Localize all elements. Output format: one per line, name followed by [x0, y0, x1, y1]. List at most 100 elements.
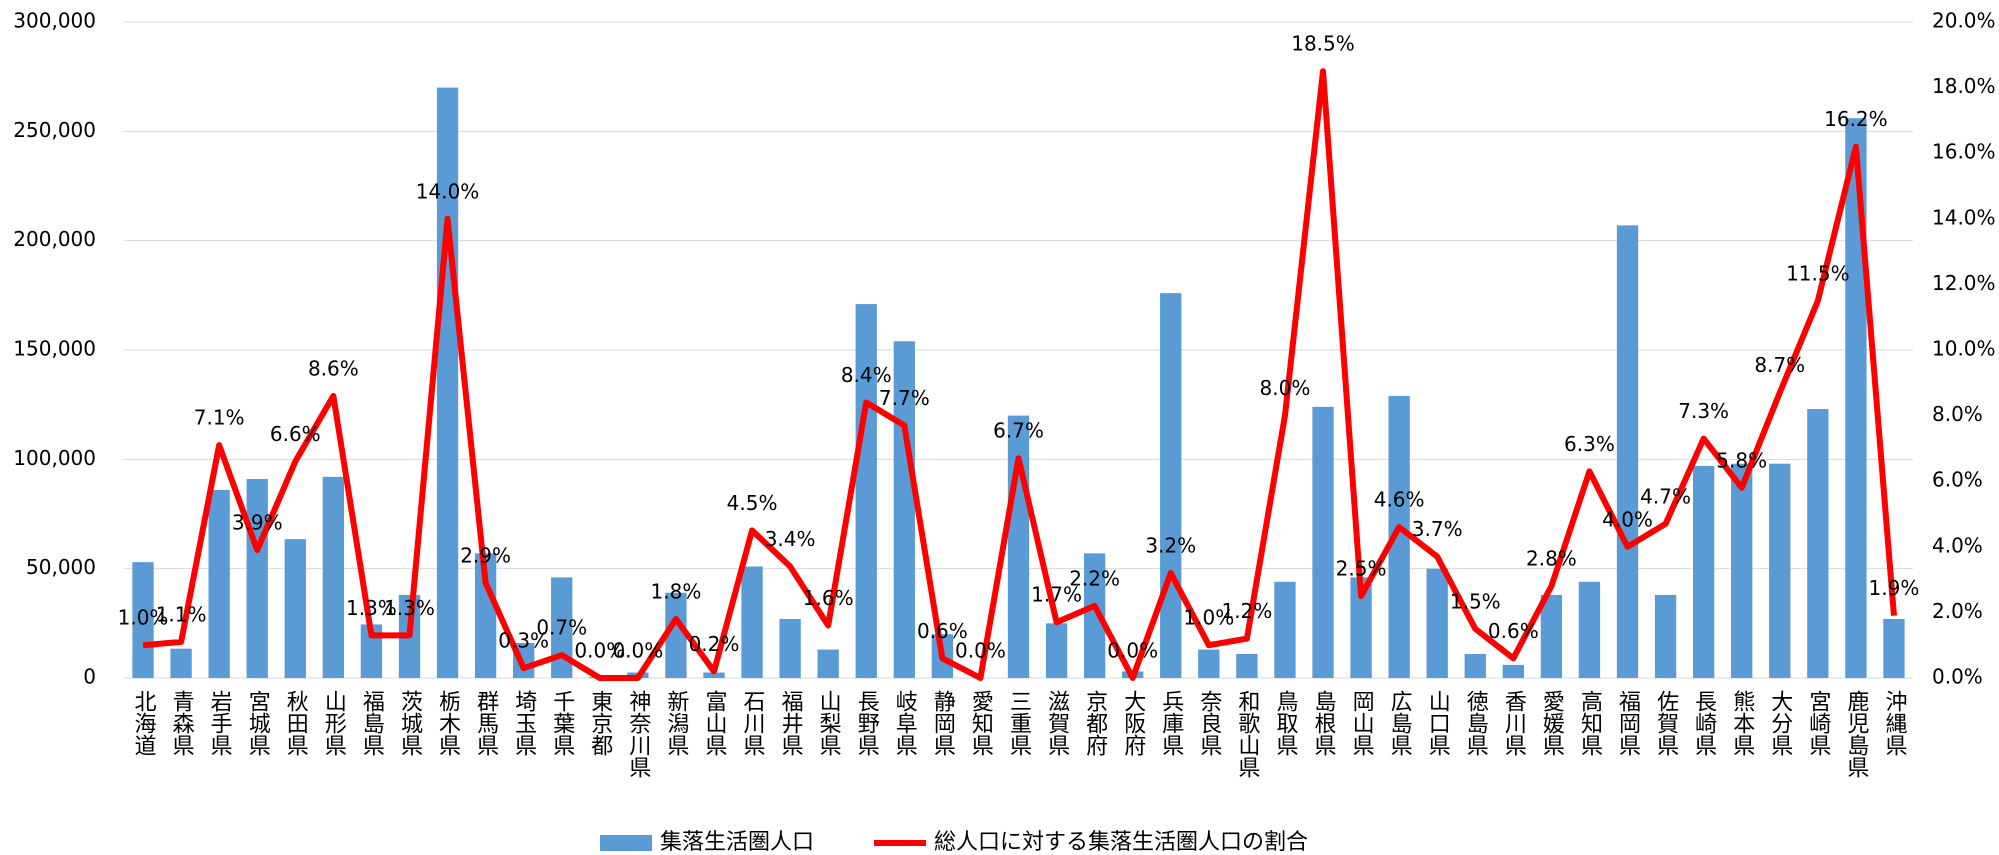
data-label: 6.6% — [270, 422, 321, 446]
x-tick-label: 佐賀県 — [1653, 690, 1679, 756]
bar — [1578, 581, 1601, 678]
x-tick-label: 高知県 — [1577, 690, 1603, 756]
bar — [322, 476, 345, 678]
data-label: 8.0% — [1260, 376, 1311, 400]
bar — [1426, 568, 1448, 678]
data-label: 8.4% — [841, 363, 892, 387]
y2-tick-label: 14.0% — [1932, 205, 1996, 229]
x-tick-label: 鹿児島県 — [1843, 690, 1869, 778]
data-label: 1.8% — [651, 579, 702, 603]
y-tick-label: 250,000 — [13, 118, 96, 142]
x-tick-label: 福島県 — [359, 690, 385, 756]
y-tick-label: 200,000 — [13, 227, 96, 251]
x-tick-label: 愛知県 — [968, 690, 994, 756]
bar — [741, 566, 763, 678]
x-tick-label: 秋田県 — [283, 690, 309, 756]
x-tick-label: 長崎県 — [1691, 690, 1717, 756]
y2-tick-label: 16.0% — [1932, 140, 1996, 164]
data-label: 2.8% — [1526, 547, 1577, 571]
data-label: 0.0% — [612, 639, 663, 663]
data-label: 1.7% — [1031, 583, 1082, 607]
bar — [1769, 463, 1791, 678]
data-label: 14.0% — [416, 179, 480, 203]
data-label: 8.7% — [1754, 353, 1805, 377]
bar — [284, 539, 306, 678]
bar — [246, 479, 268, 678]
x-tick-label: 山形県 — [321, 690, 347, 756]
data-label: 2.5% — [1336, 557, 1387, 581]
y2-tick-label: 0.0% — [1932, 665, 1983, 689]
x-tick-label: 北海道 — [131, 690, 157, 756]
data-label: 1.0% — [1183, 606, 1234, 630]
bar — [817, 649, 839, 678]
x-tick-label: 富山県 — [701, 690, 727, 756]
bar — [1464, 653, 1486, 678]
legend-label: 集落生活圏人口 — [660, 830, 814, 855]
data-label: 1.2% — [1221, 599, 1272, 623]
bar — [1274, 581, 1296, 678]
x-tick-label: 滋賀県 — [1044, 690, 1070, 756]
bar — [1236, 653, 1258, 678]
y2-tick-label: 20.0% — [1932, 9, 1996, 33]
bar — [1160, 293, 1182, 678]
x-tick-label: 千葉県 — [549, 690, 575, 756]
data-label: 1.9% — [1869, 576, 1920, 600]
x-tick-label: 岐阜県 — [892, 690, 918, 756]
x-tick-label: 三重県 — [1006, 690, 1032, 756]
x-tick-label: 島根県 — [1311, 690, 1337, 756]
bar — [208, 489, 230, 678]
y2-tick-label: 18.0% — [1932, 74, 1996, 98]
data-label: 3.2% — [1145, 534, 1196, 558]
data-label: 4.5% — [727, 491, 778, 515]
bar — [1540, 594, 1563, 678]
bar — [170, 648, 192, 678]
y-tick-label: 150,000 — [13, 337, 96, 361]
bar — [1083, 553, 1106, 678]
data-label: 7.1% — [194, 406, 245, 430]
data-label: 3.7% — [1412, 517, 1463, 541]
y2-tick-label: 4.0% — [1932, 533, 1983, 557]
x-tick-label: 奈良県 — [1196, 690, 1222, 756]
data-label: 1.6% — [803, 586, 854, 610]
data-label: 4.7% — [1640, 484, 1691, 508]
bar — [703, 672, 725, 678]
data-label: 0.7% — [536, 616, 587, 640]
data-label: 4.0% — [1602, 507, 1653, 531]
data-label: 4.6% — [1374, 488, 1425, 512]
y2-tick-label: 8.0% — [1932, 402, 1983, 426]
y-tick-label: 300,000 — [13, 9, 96, 33]
x-tick-label: 埼玉県 — [511, 690, 537, 756]
x-tick-label: 熊本県 — [1729, 690, 1755, 756]
data-label: 0.6% — [917, 619, 968, 643]
x-tick-label: 石川県 — [740, 690, 766, 756]
bar — [1312, 406, 1334, 678]
x-tick-label: 兵庫県 — [1158, 690, 1184, 756]
bar — [1045, 623, 1068, 678]
bar — [551, 577, 573, 678]
bar — [855, 304, 877, 678]
data-label: 3.9% — [232, 511, 283, 535]
data-label: 1.1% — [156, 602, 207, 626]
data-label: 7.3% — [1678, 399, 1729, 423]
x-tick-label: 山梨県 — [816, 690, 842, 756]
x-tick-label: 鳥取県 — [1272, 690, 1298, 756]
x-tick-label: 青森県 — [169, 690, 195, 756]
y2-tick-label: 10.0% — [1932, 337, 1996, 361]
data-label: 0.2% — [689, 632, 740, 656]
data-label: 5.8% — [1716, 448, 1767, 472]
bar — [1502, 664, 1524, 678]
data-label: 2.9% — [460, 543, 511, 567]
bar — [779, 618, 801, 678]
legend-label: 総人口に対する集落生活圏人口の割合 — [934, 830, 1308, 855]
x-tick-label: 大阪府 — [1120, 690, 1146, 756]
data-label: 11.5% — [1786, 261, 1850, 285]
bar — [1388, 395, 1410, 678]
x-tick-label: 福岡県 — [1615, 690, 1641, 756]
data-label: 0.0% — [574, 639, 625, 663]
x-tick-label: 和歌山県 — [1234, 690, 1260, 778]
data-label: 6.7% — [993, 419, 1044, 443]
data-label: 0.3% — [498, 629, 549, 653]
x-tick-label: 岡山県 — [1349, 690, 1375, 756]
x-tick-label: 宮城県 — [245, 690, 271, 756]
y2-tick-label: 6.0% — [1932, 468, 1983, 492]
